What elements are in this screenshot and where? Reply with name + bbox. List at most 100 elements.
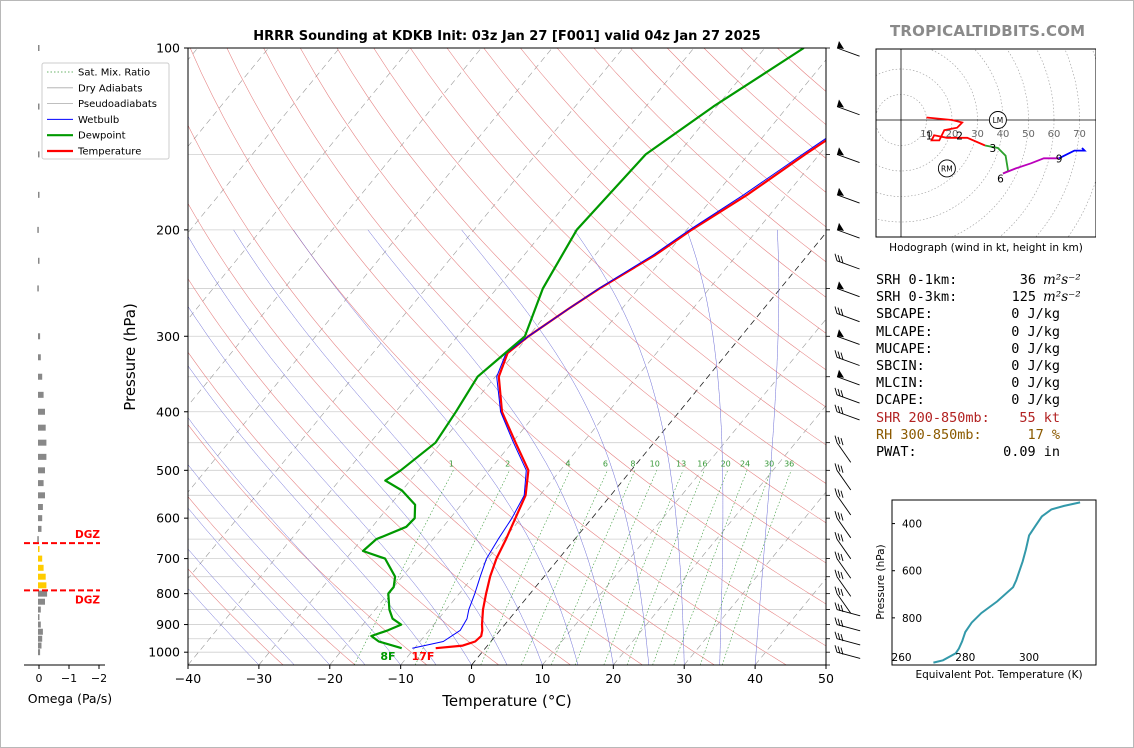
isotherm [188,48,624,580]
wind-barb [836,329,860,345]
stat-value: 0 J/kg [1011,323,1060,340]
pseudoadiabat [188,305,472,665]
stat-label: MUCAPE: [876,340,933,357]
omega-bar [37,536,39,543]
mixing-ratio-label: 36 [784,459,794,468]
isotherm [542,318,826,665]
dry-adiabat [188,568,284,665]
isotherm [258,48,766,665]
omega-bar [38,453,47,460]
hodograph-ring-label: 50 [1022,129,1035,140]
isotherm [329,59,826,665]
y-tick-label: 300 [156,329,180,344]
wind-barb [834,306,860,323]
dry-adiabat [446,48,826,408]
pseudoadiabat [188,464,366,665]
stat-value: 55 kt [1019,409,1060,426]
hodograph-marker-rm [937,159,956,178]
stat-label: SHR 200-850mb: [876,409,990,426]
omega-bar [37,285,39,292]
mixing-ratio-line [700,470,772,665]
stat-row: SRH 0-1km: 36 m²s⁻² [876,272,1096,289]
dry-adiabat [336,48,826,524]
hodograph-segment-6-9km [1002,157,1060,175]
hodograph-ring [950,49,1029,237]
omega-tick-label: −1 [61,672,77,685]
dry-adiabat [300,48,826,564]
stat-value: 0 J/kg [1011,340,1060,357]
wind-barb [834,586,852,614]
mixing-ratio-label: 13 [676,459,686,468]
hodograph-ring [876,49,978,197]
hodograph-caption: Hodograph (wind in kt, height in km) [889,242,1083,254]
omega-bar [38,614,40,621]
wind-barb [834,511,852,539]
omega-bar [38,590,48,597]
omega-bar [38,480,44,487]
omega-bar [38,606,41,613]
mixing-ratio-line [626,470,705,665]
wind-barb [834,387,860,404]
omega-bar [38,151,40,158]
theta-e-y-tick-label: 400 [902,519,922,531]
omega-bar [38,564,44,571]
hodograph-height-label: 9 [1056,153,1063,165]
stat-value: 0 J/kg [1011,392,1060,409]
stat-label: MLCAPE: [876,323,933,340]
legend-entry: Temperature [77,147,141,158]
dry-adiabat [188,278,571,665]
mixing-ratio-line [574,470,658,665]
omega-bar [38,439,47,446]
brand-watermark: TROPICALTIDBITS.COM [890,22,1086,40]
hodograph-ring-label: 70 [1073,129,1086,140]
mixing-ratio-label: 4 [566,459,571,468]
pseudoadiabat [461,229,650,665]
pseudoadiabat [367,229,614,665]
wind-barb [834,617,861,632]
hodograph-chart: 10 20 30 40 50 60 70 LM RM 1 2 3 6 9 Hodograph (wind… [875,48,1096,254]
hodograph-ring-label: 10 [920,129,933,140]
hodograph-height-label: 1 [926,130,933,142]
stat-value: 0 J/kg [1011,357,1060,374]
x-tick-label: −40 [175,671,201,686]
pseudoadiabat [233,229,543,665]
wind-barb [834,645,861,659]
y-tick-label: 800 [156,586,180,601]
omega-bar [38,582,47,589]
surface-temperature-label: 17F [412,650,435,663]
theta-e-y-tick-label: 800 [902,613,922,625]
theta-e-x-tick-label: 280 [955,652,975,664]
hodograph-height-label: 3 [989,143,996,155]
hodograph-ring-label: 40 [997,129,1010,140]
hodograph-height-label: 6 [997,174,1004,186]
isotherm [613,405,826,665]
mixing-ratio-label: 6 [603,459,608,468]
mixing-ratio-line [354,470,454,665]
omega-bar [38,621,41,628]
omega-bar [38,642,42,649]
x-tick-label: 40 [747,671,763,686]
omega-bar [38,191,40,198]
stat-row: SBCAPE: 0 J/kg [876,306,1096,323]
wind-barb [834,435,852,463]
x-tick-label: 50 [818,671,834,686]
y-tick-label: 700 [156,551,180,566]
omega-bar [38,628,43,635]
dry-adiabat [188,496,356,665]
wind-barb [834,569,852,597]
omega-bar [38,598,45,605]
mixing-ratio-label: 1 [449,459,454,468]
mixing-ratio-line [551,470,636,665]
mixing-ratio-line [603,470,684,665]
y-tick-label: 900 [156,617,180,632]
dry-adiabat [226,48,826,647]
wind-barb [834,532,852,560]
dry-adiabat [189,48,787,665]
stat-value: 0 J/kg [1011,306,1060,323]
theta-e-line [933,501,1081,664]
pseudoadiabat [573,229,685,665]
wind-barb [834,350,860,366]
pseudoadiabat [686,229,724,665]
omega-bar [38,257,40,264]
omega-bar [37,226,39,233]
